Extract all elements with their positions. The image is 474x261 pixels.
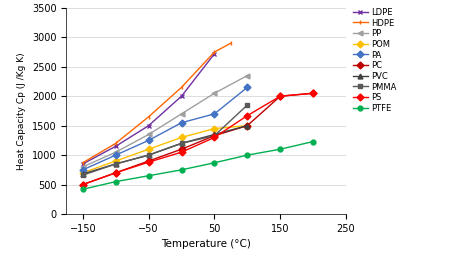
PMMA	[113, 162, 118, 165]
PC	[113, 171, 118, 174]
PMMA	[80, 174, 86, 177]
POM	[146, 148, 152, 151]
Y-axis label: Heat Capacity Cp (J /Kg K): Heat Capacity Cp (J /Kg K)	[18, 52, 27, 170]
PA	[179, 121, 184, 124]
Line: PP: PP	[81, 73, 250, 169]
LDPE	[179, 95, 184, 98]
HDPE	[228, 41, 234, 45]
Line: POM: POM	[81, 123, 250, 175]
Legend: LDPE, HDPE, PP, POM, PA, PC, PVC, PMMA, PS, PTFE: LDPE, HDPE, PP, POM, PA, PC, PVC, PMMA, …	[353, 8, 397, 113]
PTFE	[146, 174, 152, 177]
POM	[179, 136, 184, 139]
PVC	[179, 142, 184, 145]
PS	[211, 136, 217, 139]
LDPE	[113, 145, 118, 148]
POM	[80, 171, 86, 174]
Line: HDPE: HDPE	[81, 41, 233, 165]
PVC	[146, 153, 152, 157]
HDPE	[179, 86, 184, 89]
PVC	[80, 173, 86, 176]
PP	[211, 92, 217, 95]
PS	[146, 161, 152, 164]
POM	[113, 159, 118, 163]
PMMA	[146, 153, 152, 157]
PC	[211, 134, 217, 137]
PTFE	[80, 188, 86, 191]
PA	[245, 86, 250, 89]
PP	[80, 165, 86, 168]
PTFE	[277, 148, 283, 151]
PS	[179, 151, 184, 154]
PMMA	[245, 103, 250, 106]
PP	[245, 74, 250, 77]
HDPE	[146, 115, 152, 118]
LDPE	[80, 162, 86, 165]
PC	[146, 159, 152, 163]
PMMA	[211, 134, 217, 137]
PC	[245, 124, 250, 127]
PA	[211, 112, 217, 115]
Line: PMMA: PMMA	[81, 103, 250, 177]
PTFE	[211, 161, 217, 164]
PTFE	[310, 140, 316, 143]
PVC	[113, 162, 118, 165]
PTFE	[245, 153, 250, 157]
PS	[80, 183, 86, 186]
Line: PC: PC	[81, 91, 316, 187]
HDPE	[113, 142, 118, 145]
LDPE	[146, 124, 152, 127]
PC	[310, 92, 316, 95]
LDPE	[211, 52, 217, 55]
POM	[245, 124, 250, 127]
PS	[245, 114, 250, 117]
Line: PVC: PVC	[81, 123, 250, 176]
PMMA	[179, 142, 184, 145]
HDPE	[211, 50, 217, 54]
PC	[179, 148, 184, 151]
PA	[146, 139, 152, 142]
Line: LDPE: LDPE	[81, 51, 217, 166]
PS	[113, 171, 118, 174]
PA	[113, 153, 118, 157]
PVC	[211, 133, 217, 136]
PS	[277, 95, 283, 98]
PA	[80, 168, 86, 171]
PS	[310, 92, 316, 95]
Line: PA: PA	[81, 85, 250, 172]
Line: PTFE: PTFE	[81, 139, 316, 192]
PP	[146, 133, 152, 136]
Line: PS: PS	[81, 91, 316, 187]
X-axis label: Temperature (°C): Temperature (°C)	[161, 239, 251, 249]
PVC	[245, 124, 250, 127]
PTFE	[179, 168, 184, 171]
PP	[179, 112, 184, 115]
HDPE	[80, 161, 86, 164]
POM	[211, 127, 217, 130]
PP	[113, 151, 118, 154]
PTFE	[113, 180, 118, 183]
PC	[277, 95, 283, 98]
PC	[80, 183, 86, 186]
